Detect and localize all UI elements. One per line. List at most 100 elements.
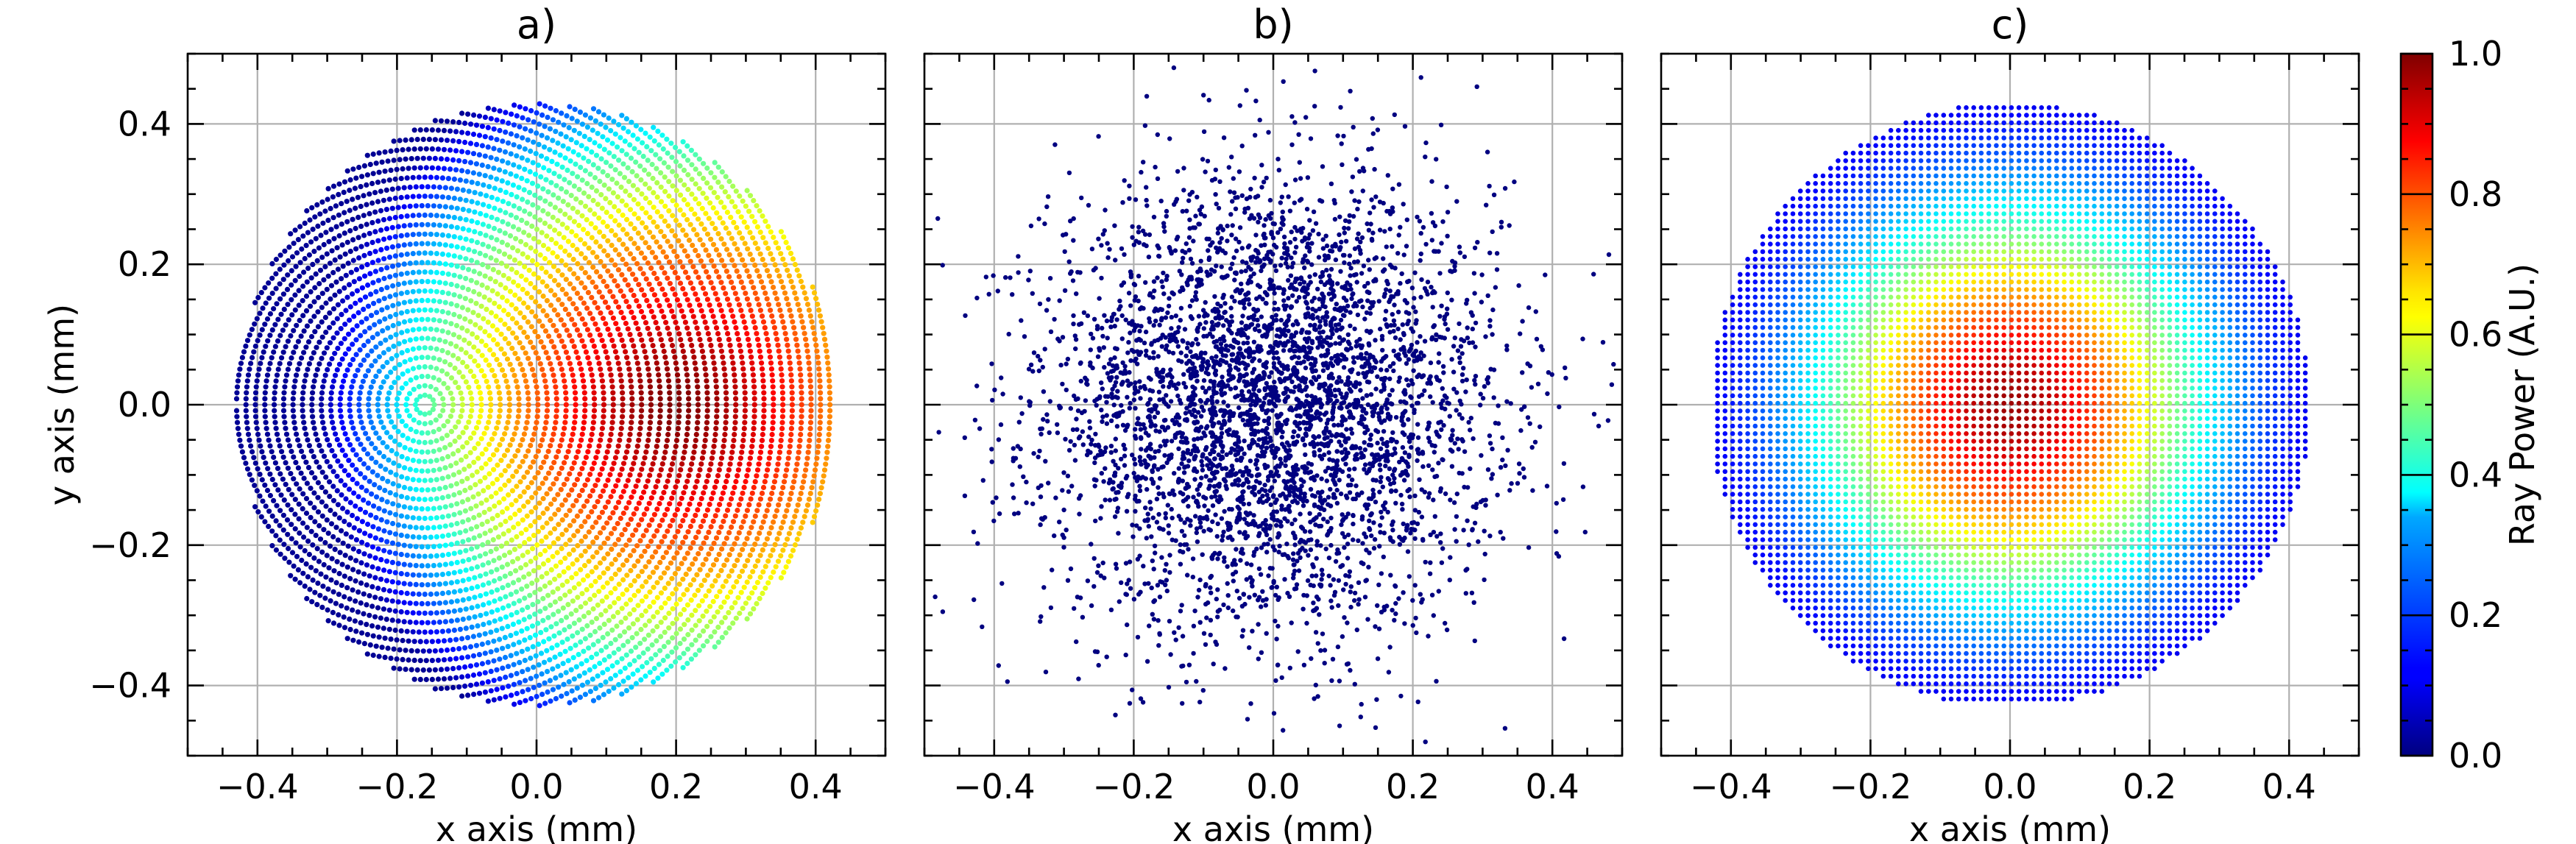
ray-point xyxy=(378,419,383,425)
ray-point xyxy=(684,366,689,372)
ray-point xyxy=(685,426,690,431)
ray-point xyxy=(377,354,382,359)
ray-point xyxy=(673,292,678,297)
ray-point xyxy=(806,355,811,360)
ray-point xyxy=(740,547,745,552)
ray-point xyxy=(274,518,279,523)
ray-point xyxy=(631,344,636,349)
ray-point xyxy=(601,414,606,419)
ray-point xyxy=(402,185,407,191)
ray-point xyxy=(754,268,760,273)
ray-point xyxy=(727,343,732,348)
ray-point xyxy=(601,420,606,425)
ray-point xyxy=(486,106,491,111)
ray-point xyxy=(559,546,564,551)
ray-point xyxy=(731,366,736,372)
ray-point xyxy=(437,581,442,586)
ray-point xyxy=(554,162,559,167)
ray-point xyxy=(733,514,738,519)
ray-point xyxy=(405,610,410,615)
ray-point xyxy=(564,291,569,297)
ray-point xyxy=(745,558,750,563)
ray-point xyxy=(776,455,782,461)
ray-point xyxy=(755,337,760,342)
ray-point xyxy=(377,369,382,374)
ray-point xyxy=(559,487,564,492)
ray-point xyxy=(659,308,664,313)
ray-point xyxy=(577,493,582,498)
ray-point xyxy=(661,490,666,495)
ray-point xyxy=(608,676,613,681)
ray-point xyxy=(328,396,333,401)
ray-point xyxy=(666,224,671,229)
ray-point xyxy=(498,596,503,601)
ray-point xyxy=(587,137,592,142)
ray-point xyxy=(536,163,541,168)
ray-point xyxy=(442,128,447,133)
ray-point xyxy=(684,217,690,222)
ray-point xyxy=(247,438,252,443)
ray-point xyxy=(428,553,434,558)
ray-point xyxy=(762,542,768,547)
ray-point xyxy=(523,127,528,132)
ray-point xyxy=(425,545,431,550)
ray-point xyxy=(359,264,364,269)
ray-point xyxy=(330,483,336,489)
ray-point xyxy=(616,208,621,213)
ray-point xyxy=(462,316,467,322)
ray-point xyxy=(356,235,361,240)
ray-point xyxy=(740,313,745,319)
ray-point xyxy=(601,525,606,531)
ray-point xyxy=(263,344,268,349)
ray-point xyxy=(335,346,340,351)
ray-point xyxy=(333,203,339,208)
ray-point xyxy=(396,375,401,380)
ray-point xyxy=(603,483,608,488)
ray-point xyxy=(340,447,345,453)
ray-point xyxy=(449,429,454,434)
ray-point xyxy=(769,438,774,443)
ray-point xyxy=(603,505,608,510)
ray-point xyxy=(442,638,447,643)
ray-point xyxy=(461,578,466,584)
ray-point xyxy=(518,565,523,570)
ray-point xyxy=(405,514,410,519)
ray-point xyxy=(455,206,460,211)
ray-point xyxy=(390,617,395,623)
ray-point xyxy=(311,350,316,355)
ray-point xyxy=(449,580,454,585)
ray-point xyxy=(314,568,319,573)
ray-point xyxy=(417,327,422,332)
ray-point xyxy=(456,335,461,340)
ray-point xyxy=(285,532,290,537)
ray-point xyxy=(567,361,573,366)
ray-point xyxy=(316,340,322,345)
ray-point xyxy=(689,308,694,313)
ray-point xyxy=(617,222,622,227)
ray-point xyxy=(690,349,696,354)
ray-point xyxy=(274,301,279,306)
ray-point xyxy=(564,691,569,696)
ray-point xyxy=(701,450,706,455)
ray-point xyxy=(440,309,445,314)
ray-point xyxy=(582,414,587,419)
ray-point xyxy=(771,390,776,395)
ray-point xyxy=(308,289,314,294)
ray-point xyxy=(637,150,642,155)
ray-point xyxy=(600,134,605,139)
ray-point xyxy=(558,208,563,213)
ray-point xyxy=(668,337,673,342)
ray-point xyxy=(659,199,664,205)
ray-point xyxy=(739,590,744,595)
ray-point xyxy=(670,591,675,596)
ray-point xyxy=(522,617,527,622)
ray-point xyxy=(523,242,528,247)
ray-point xyxy=(737,302,742,308)
ray-point xyxy=(595,603,601,608)
ray-point xyxy=(417,572,422,578)
ray-point xyxy=(362,274,367,279)
ray-point xyxy=(497,228,502,233)
ray-point xyxy=(467,464,472,469)
ray-point xyxy=(732,563,737,568)
ray-point xyxy=(406,369,411,374)
